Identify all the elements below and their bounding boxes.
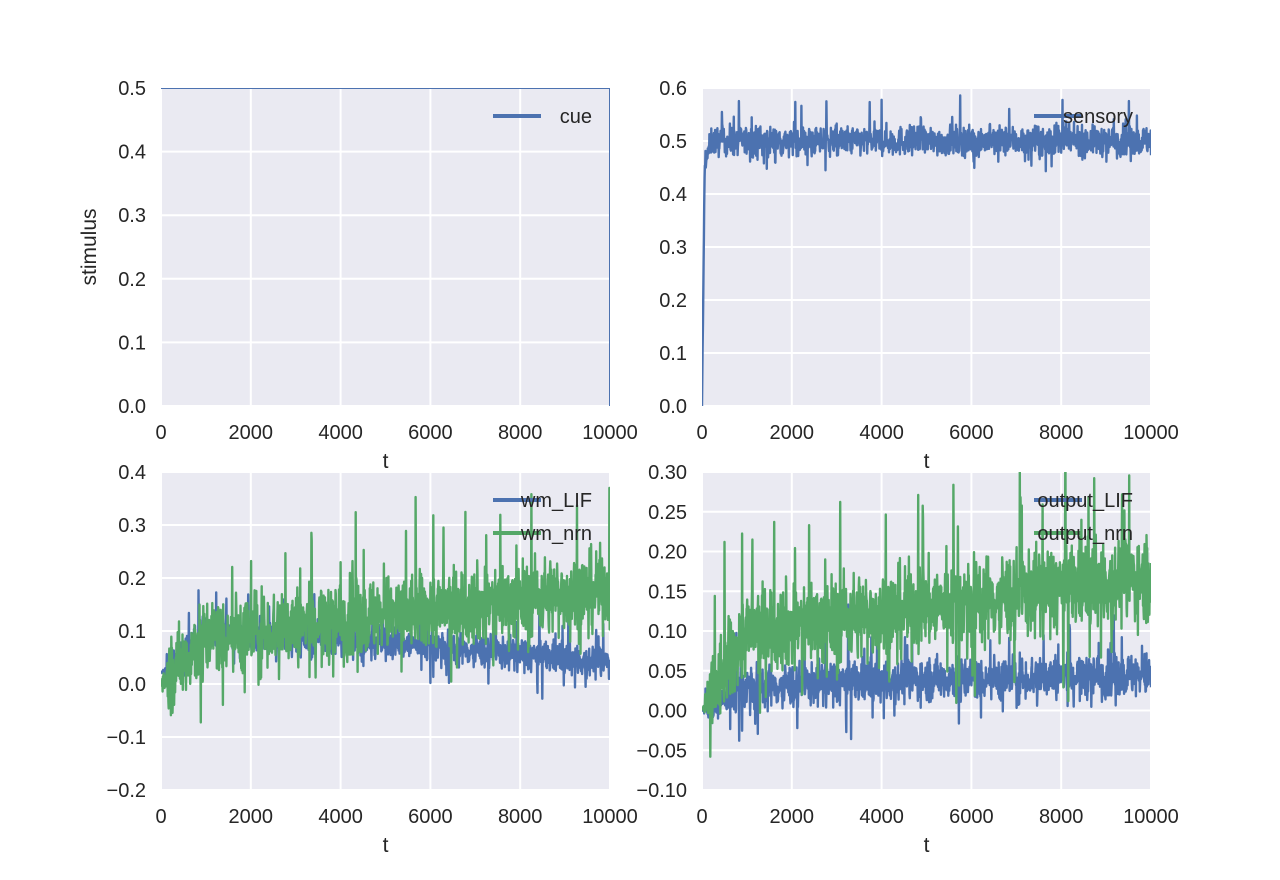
x-tick-label: 8000: [1039, 422, 1084, 444]
subplot-3: 0 2000 4000 6000 8000 10000 −0.2 −0.1 0.0 0.1 0.2 0…: [107, 462, 638, 857]
y-tick-label: 0.5: [118, 78, 146, 100]
x-tick-label: 0: [155, 422, 166, 444]
x-tick-label: 6000: [949, 806, 994, 828]
x-tick-label: 4000: [318, 806, 363, 828]
y-tick-label: 0.30: [648, 462, 687, 484]
y-tick-label: 0.4: [659, 184, 687, 206]
y-tick-label: 0.2: [118, 568, 146, 590]
y-tick-label: 0.2: [659, 290, 687, 312]
y-tick-label: 0.6: [659, 78, 687, 100]
y-tick-label: 0.0: [118, 396, 146, 418]
y-tick-label: 0.00: [648, 701, 687, 723]
legend-label: sensory: [1063, 106, 1133, 128]
x-tick-label: 10000: [1123, 806, 1179, 828]
x-tick-label: 2000: [770, 422, 815, 444]
subplot-1: 0 2000 4000 6000 8000 10000 0.0 0.1 0.2 0.3 0.4 0.5…: [78, 78, 638, 473]
x-axis-label: t: [924, 450, 930, 473]
legend-label: output_nrn: [1037, 523, 1133, 545]
legend-label: wm_nrn: [520, 523, 592, 545]
x-tick-label: 6000: [408, 806, 453, 828]
y-axis-label: stimulus: [78, 208, 101, 285]
y-tick-label: 0.5: [659, 131, 687, 153]
subplot-2: 0 2000 4000 6000 8000 10000 0.0 0.1 0.2 0.3 0.4 0.5…: [659, 78, 1179, 473]
x-tick-label: 2000: [229, 422, 274, 444]
x-tick-label: 4000: [318, 422, 363, 444]
y-tick-label: 0.05: [648, 661, 687, 683]
y-tick-label: 0.3: [118, 515, 146, 537]
x-tick-label: 10000: [582, 806, 638, 828]
x-axis-label: t: [383, 450, 389, 473]
x-tick-label: 10000: [582, 422, 638, 444]
y-tick-label: 0.20: [648, 542, 687, 564]
x-axis-label: t: [383, 834, 389, 857]
y-tick-label: 0.1: [118, 332, 146, 354]
series-line-output_nrn: [702, 472, 1151, 758]
x-tick-label: 4000: [859, 422, 904, 444]
x-tick-label: 10000: [1123, 422, 1179, 444]
y-tick-label: 0.4: [118, 142, 146, 164]
x-tick-label: 8000: [498, 806, 543, 828]
x-tick-label: 4000: [859, 806, 904, 828]
legend-label: wm_LIF: [520, 490, 592, 512]
y-tick-label: 0.10: [648, 621, 687, 643]
y-tick-label: 0.3: [118, 205, 146, 227]
y-tick-label: −0.2: [107, 780, 146, 802]
y-tick-label: 0.25: [648, 502, 687, 524]
y-tick-label: 0.0: [118, 674, 146, 696]
y-tick-label: 0.4: [118, 462, 146, 484]
series-line-wm_nrn: [161, 486, 610, 724]
x-tick-label: 0: [696, 422, 707, 444]
x-tick-label: 0: [696, 806, 707, 828]
y-tick-label: 0.3: [659, 237, 687, 259]
y-tick-label: 0.1: [118, 621, 146, 643]
y-tick-label: 0.0: [659, 396, 687, 418]
plot-area: [161, 88, 610, 406]
y-tick-label: 0.1: [659, 343, 687, 365]
x-tick-label: 6000: [408, 422, 453, 444]
y-tick-label: −0.1: [107, 727, 146, 749]
y-tick-label: −0.05: [636, 740, 687, 762]
series-line-sensory: [702, 94, 1151, 406]
y-tick-label: 0.2: [118, 269, 146, 291]
x-axis-label: t: [924, 834, 930, 857]
x-tick-label: 0: [155, 806, 166, 828]
subplot-4: 0 2000 4000 6000 8000 10000 −0.10 −0.05 0.00 0.05…: [636, 462, 1179, 857]
series-line-output_LIF: [702, 603, 1151, 742]
legend-label: cue: [560, 106, 592, 128]
x-tick-label: 8000: [1039, 806, 1084, 828]
y-tick-label: −0.10: [636, 780, 687, 802]
x-tick-label: 8000: [498, 422, 543, 444]
x-tick-label: 2000: [770, 806, 815, 828]
y-tick-label: 0.15: [648, 581, 687, 603]
x-tick-label: 6000: [949, 422, 994, 444]
x-tick-label: 2000: [229, 806, 274, 828]
legend-label: output_LIF: [1037, 490, 1133, 512]
